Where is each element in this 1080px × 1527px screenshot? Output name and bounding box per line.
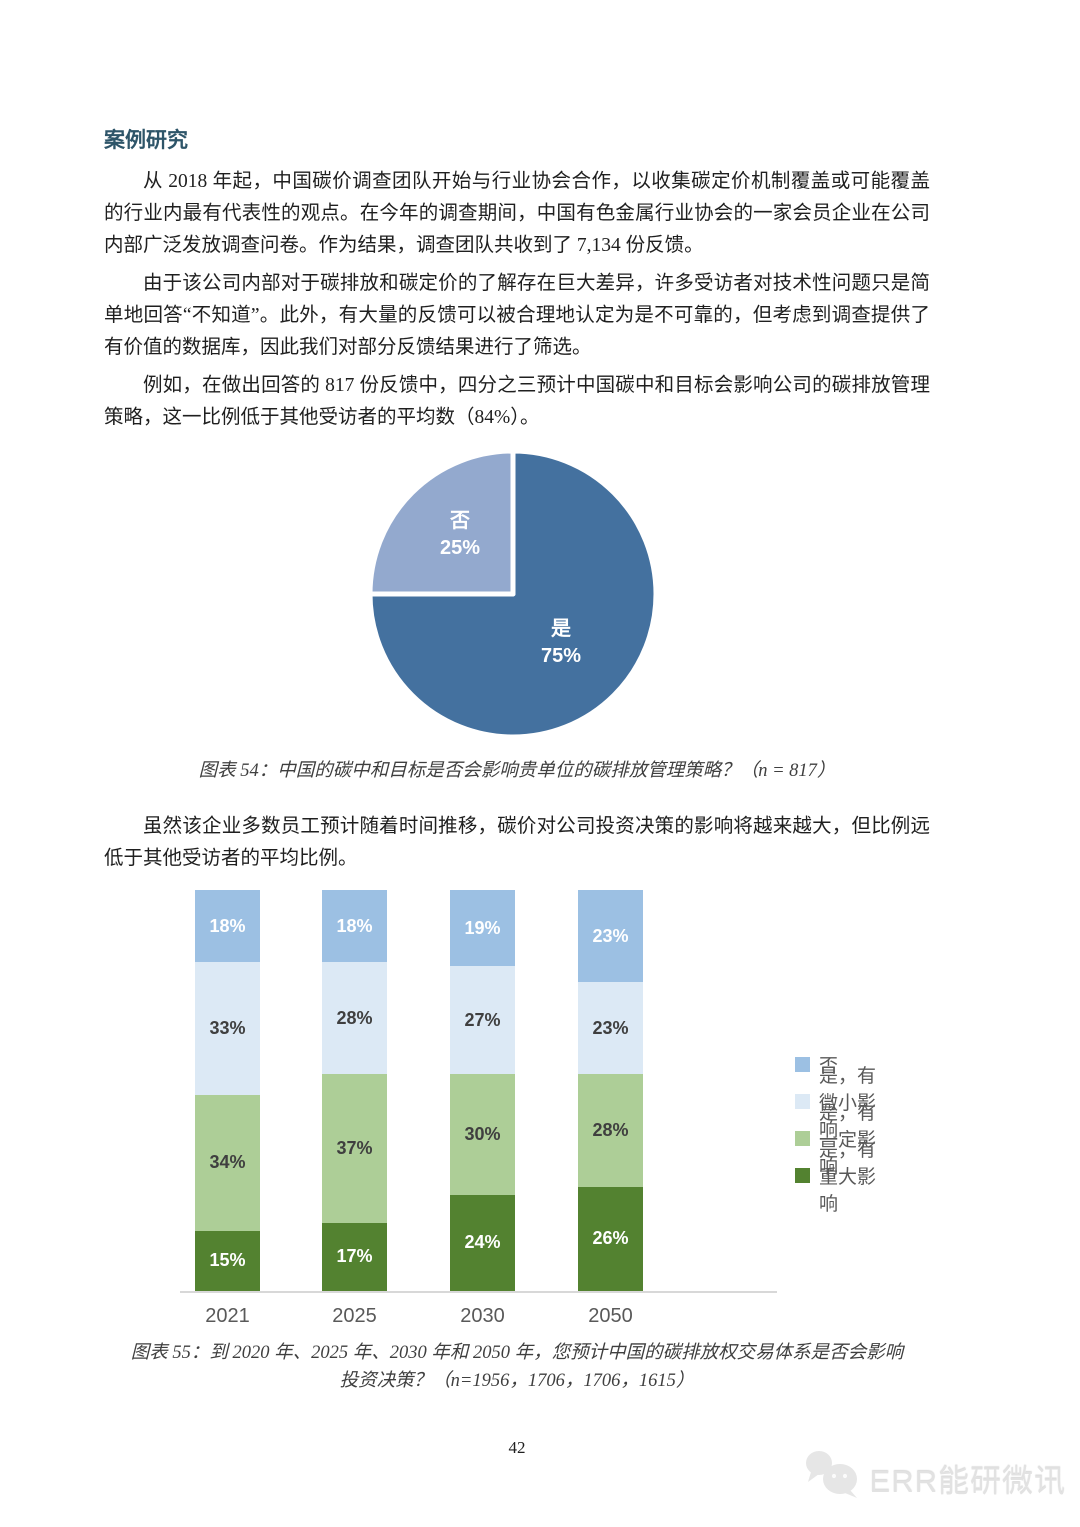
bar-segment-2030-no: 19%: [450, 890, 515, 967]
bar-value-label: 18%: [336, 915, 373, 936]
pie-label-yes-text: 是: [551, 618, 571, 640]
bar-value-label: 37%: [336, 1138, 373, 1159]
bar-segment-2021-minor-impact: 33%: [195, 962, 260, 1095]
bar-value-label: 34%: [209, 1152, 246, 1173]
wechat-icon: [804, 1448, 862, 1508]
page-number: 42: [508, 1438, 526, 1457]
bar-segment-2025-major-impact: 17%: [322, 1222, 387, 1291]
watermark-text: ERR能研微讯: [869, 1463, 1066, 1499]
bar-value-label: 24%: [464, 1232, 501, 1253]
bar-value-label: 23%: [592, 1017, 629, 1038]
stacked-bar-chart: 15% 34% 33% 18% 17% 37% 28% 18% 24% 30% 27% 19% 26% 2…: [180, 890, 777, 1293]
bar-segment-2025-no: 18%: [322, 890, 387, 963]
bar-segment-2030-minor-impact: 27%: [450, 966, 515, 1075]
pie-label-no-value: 25%: [439, 537, 481, 559]
watermark: ERR能研微讯: [804, 1448, 1066, 1508]
bar-segment-2050-no: 23%: [578, 890, 643, 983]
legend-swatch-major-impact: [795, 1168, 810, 1183]
figure-55: 15% 34% 33% 18% 17% 37% 28% 18% 24% 30% 27% 19% 26% 2…: [144, 886, 890, 1327]
legend-label-some-impact: 是，有一定影响: [819, 1103, 877, 1178]
bar-value-label: 18%: [209, 915, 246, 936]
bar-segment-2030-major-impact: 24%: [450, 1194, 515, 1291]
bar-value-label: 19%: [464, 917, 501, 938]
bar-segment-2050-some-impact: 28%: [578, 1074, 643, 1187]
bar-value-label: 28%: [592, 1120, 629, 1141]
pie-slice-no: [367, 448, 516, 597]
bar-segment-2021-major-impact: 15%: [195, 1230, 260, 1291]
legend-label-major-impact: 是，有重大影响: [819, 1140, 877, 1215]
figure-55-caption-line1: 图表 55：到 2020 年、2025 年、2030 年和 2050 年，您预计…: [130, 1343, 904, 1363]
bar-value-label: 27%: [464, 1009, 501, 1030]
bar-value-label: 17%: [336, 1246, 373, 1267]
legend-swatch-minor-impact: [795, 1094, 810, 1109]
bar-segment-2030-some-impact: 30%: [450, 1074, 515, 1195]
paragraph-4: 虽然该企业多数员工预计随着时间推移，碳价对公司投资决策的影响将越来越大，但比例远…: [104, 816, 930, 869]
figure-54: 否 25% 是 75%: [104, 440, 930, 758]
bar-value-label: 33%: [209, 1017, 246, 1038]
x-tick-2030: 2030: [460, 1305, 505, 1327]
bar-segment-2025-minor-impact: 28%: [322, 962, 387, 1075]
bar-value-label: 26%: [592, 1228, 629, 1249]
figure-55-caption-line2: 投资决策？（n=1956，1706，1706，1615）: [339, 1371, 695, 1391]
legend-item-some-impact: 是，有一定影响: [795, 1103, 890, 1178]
bar-2021: 15% 34% 33% 18%: [195, 890, 260, 1291]
legend-item-major-impact: 是，有重大影响: [795, 1140, 890, 1215]
pie-label-yes: 是 75%: [516, 616, 606, 670]
paragraph-1: 从 2018 年起，中国碳价调查团队开始与行业协会合作，以收集碳定价机制覆盖或可…: [104, 171, 930, 256]
x-tick-2050: 2050: [588, 1305, 633, 1327]
paragraph-2: 由于该公司内部对于碳排放和碳定价的了解存在巨大差异，许多受访者对技术性问题只是简…: [104, 273, 930, 358]
legend-item-minor-impact: 是，有微小影响: [795, 1066, 890, 1141]
chart-legend: 否是，有微小影响 是，有一定影响 是，有重大影响: [795, 1046, 890, 1215]
legend-label-no: 否: [819, 1056, 839, 1077]
legend-label-minor-impact: 是，有微小影响: [819, 1066, 877, 1141]
x-axis-ticks: 2021 2025 2030 2050: [180, 1305, 777, 1331]
bar-2030: 24% 30% 27% 19%: [450, 890, 515, 1291]
legend-item-no: 否: [795, 1046, 890, 1083]
bar-segment-2021-some-impact: 34%: [195, 1094, 260, 1231]
x-tick-2021: 2021: [205, 1305, 250, 1327]
bar-segment-2021-no: 18%: [195, 890, 260, 963]
legend-swatch-no: [795, 1057, 810, 1072]
paragraph-3: 例如，在做出回答的 817 份反馈中，四分之三预计中国碳中和目标会影响公司的碳排…: [104, 375, 930, 428]
pie-label-no-text: 否: [450, 510, 470, 532]
legend-swatch-some-impact: [795, 1131, 810, 1146]
bar-segment-2025-some-impact: 37%: [322, 1074, 387, 1223]
bar-2050: 26% 28% 23% 23%: [578, 890, 643, 1291]
pie-slice-yes: [367, 448, 659, 740]
x-tick-2025: 2025: [332, 1305, 377, 1327]
bar-segment-2050-major-impact: 26%: [578, 1186, 643, 1291]
pie-label-no: 否 25%: [415, 508, 505, 562]
bar-value-label: 30%: [464, 1124, 501, 1145]
bar-value-label: 15%: [209, 1250, 246, 1271]
page-title: 案例研究: [104, 128, 188, 152]
pie-label-yes-value: 75%: [540, 645, 582, 667]
figure-55-caption: 图表 55：到 2020 年、2025 年、2030 年和 2050 年，您预计…: [104, 1339, 930, 1395]
pie-chart: 否 25% 是 75%: [367, 448, 659, 740]
bar-segment-2050-minor-impact: 23%: [578, 982, 643, 1075]
bar-value-label: 23%: [592, 925, 629, 946]
figure-54-caption: 图表 54：中国的碳中和目标是否会影响贵单位的碳排放管理策略？（n = 817）: [198, 761, 836, 781]
bar-value-label: 28%: [336, 1007, 373, 1028]
bar-2025: 17% 37% 28% 18%: [322, 890, 387, 1291]
